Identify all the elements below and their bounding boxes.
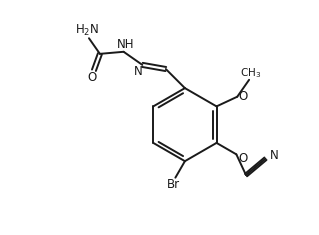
Text: N: N (134, 65, 143, 78)
Text: CH$_3$: CH$_3$ (240, 67, 261, 80)
Text: N: N (270, 149, 279, 162)
Text: Br: Br (167, 178, 180, 191)
Text: O: O (238, 152, 247, 165)
Text: O: O (239, 90, 248, 103)
Text: NH: NH (116, 38, 134, 51)
Text: H$_2$N: H$_2$N (75, 24, 100, 39)
Text: O: O (88, 71, 97, 84)
